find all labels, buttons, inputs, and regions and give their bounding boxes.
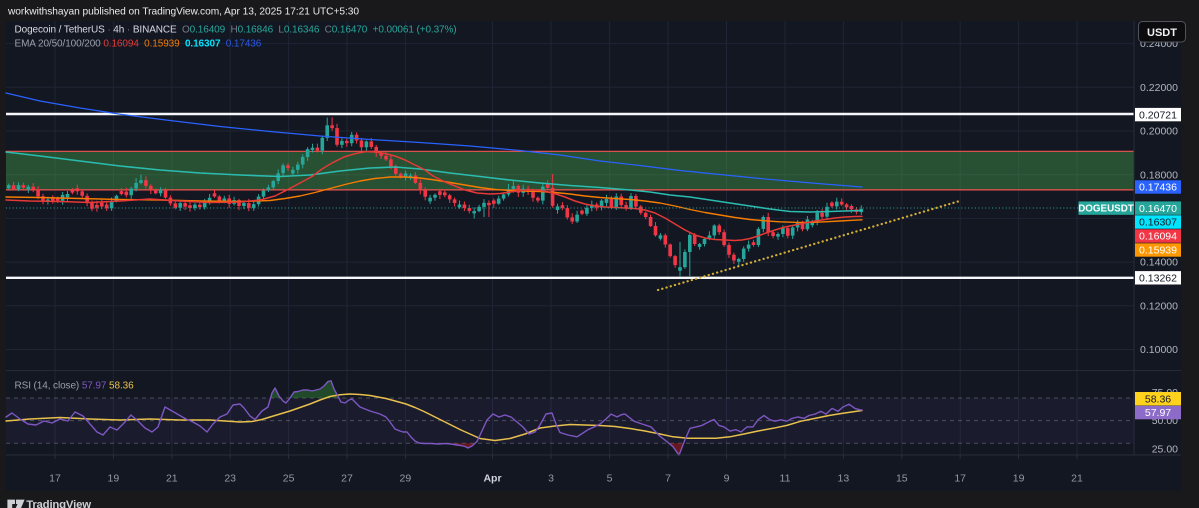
svg-text:29: 29 [400,473,412,485]
svg-text:13: 13 [838,473,850,485]
svg-text:Dogecoin / TetherUS · 4h · BIN: Dogecoin / TetherUS · 4h · BINANCE O0.16… [15,25,457,36]
svg-text:0.13262: 0.13262 [1139,273,1177,285]
svg-text:0.20000: 0.20000 [1140,126,1178,138]
svg-text:0.15939: 0.15939 [1139,245,1177,257]
svg-text:TradingView: TradingView [26,499,91,508]
svg-text:19: 19 [108,473,120,485]
svg-text:25: 25 [283,473,295,485]
svg-text:27: 27 [341,473,353,485]
svg-text:USDT: USDT [1147,27,1177,39]
svg-text:11: 11 [780,473,791,485]
svg-text:Apr: Apr [483,473,501,485]
svg-text:0.16307: 0.16307 [1139,217,1177,229]
svg-text:17: 17 [954,473,966,485]
svg-text:0.10000: 0.10000 [1140,344,1178,356]
svg-text:0.20721: 0.20721 [1139,109,1177,121]
svg-text:3: 3 [548,473,554,485]
svg-text:9: 9 [724,473,730,485]
svg-text:0.17436: 0.17436 [1139,182,1177,194]
svg-text:58.36: 58.36 [1145,393,1171,405]
svg-text:workwithshayan published on Tr: workwithshayan published on TradingView.… [7,6,359,17]
svg-text:23: 23 [224,473,236,485]
svg-text:0.14000: 0.14000 [1140,257,1178,269]
svg-text:17: 17 [49,473,61,485]
svg-text:15: 15 [896,473,908,485]
svg-text:0.22000: 0.22000 [1140,82,1178,94]
svg-text:RSI (14, close) 57.97 58.36: RSI (14, close) 57.97 58.36 [15,381,135,392]
svg-text:5: 5 [607,473,613,485]
svg-text:21: 21 [1071,473,1083,485]
svg-text:0.12000: 0.12000 [1140,300,1178,312]
svg-text:0.16094: 0.16094 [1139,231,1177,243]
svg-text:0.16470: 0.16470 [1139,203,1177,215]
svg-text:25.00: 25.00 [1152,444,1178,456]
svg-text:EMA 20/50/100/200 0.16094 0.1: EMA 20/50/100/200 0.16094 0.15939 0.1630… [15,39,262,50]
svg-text:0.18000: 0.18000 [1140,169,1178,181]
svg-text:7: 7 [665,473,671,485]
svg-text:57.97: 57.97 [1145,407,1171,419]
svg-text:19: 19 [1013,473,1025,485]
svg-text:21: 21 [166,473,178,485]
svg-text:DOGEUSDT: DOGEUSDT [1078,204,1134,215]
